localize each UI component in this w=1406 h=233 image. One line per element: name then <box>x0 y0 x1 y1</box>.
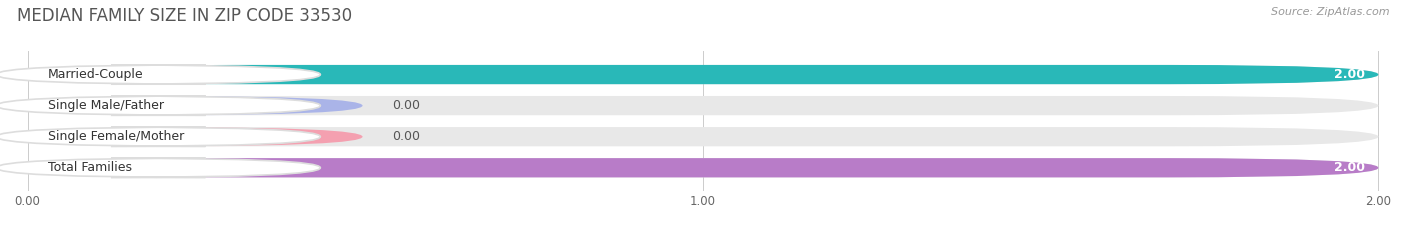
Text: Single Male/Father: Single Male/Father <box>48 99 165 112</box>
FancyBboxPatch shape <box>28 158 1378 177</box>
FancyBboxPatch shape <box>0 65 321 84</box>
FancyBboxPatch shape <box>0 127 321 146</box>
FancyBboxPatch shape <box>28 158 1378 177</box>
Text: 0.00: 0.00 <box>392 130 420 143</box>
Text: 2.00: 2.00 <box>1334 68 1365 81</box>
Text: Married-Couple: Married-Couple <box>48 68 143 81</box>
FancyBboxPatch shape <box>28 65 1378 84</box>
FancyBboxPatch shape <box>0 96 321 115</box>
FancyBboxPatch shape <box>28 127 1378 146</box>
Text: 0.00: 0.00 <box>392 99 420 112</box>
FancyBboxPatch shape <box>0 158 321 177</box>
FancyBboxPatch shape <box>28 65 1378 84</box>
FancyBboxPatch shape <box>28 96 1378 115</box>
Text: Total Families: Total Families <box>48 161 132 174</box>
Text: MEDIAN FAMILY SIZE IN ZIP CODE 33530: MEDIAN FAMILY SIZE IN ZIP CODE 33530 <box>17 7 352 25</box>
Text: Single Female/Mother: Single Female/Mother <box>48 130 184 143</box>
FancyBboxPatch shape <box>28 96 363 115</box>
FancyBboxPatch shape <box>28 127 363 146</box>
Text: Source: ZipAtlas.com: Source: ZipAtlas.com <box>1271 7 1389 17</box>
Text: 2.00: 2.00 <box>1334 161 1365 174</box>
